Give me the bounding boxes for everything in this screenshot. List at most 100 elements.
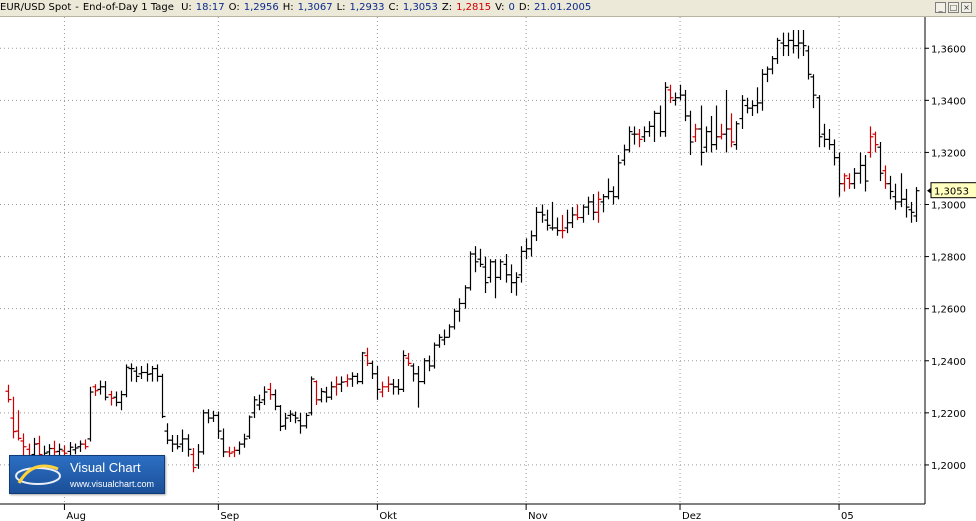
quote-field-value: 1,2933	[349, 2, 385, 13]
ohlc-bar	[431, 342, 438, 369]
visual-chart-logo[interactable]: Visual Chart www.visualchart.com	[9, 455, 165, 494]
ohlc-bar	[333, 376, 340, 396]
ohlc-bar	[662, 82, 669, 137]
logo-name: Visual Chart	[70, 460, 141, 475]
quote-field-label: Z:	[441, 2, 453, 13]
ohlc-bar	[636, 128, 643, 148]
ohlc-bar	[323, 386, 330, 403]
ohlc-bar	[82, 439, 89, 450]
ohlc-bar	[851, 168, 858, 189]
period-label: End-of-Day 1 Tage	[82, 2, 174, 13]
ohlc-bar	[102, 381, 109, 401]
ohlc-bar	[482, 256, 489, 294]
ohlc-bar	[800, 30, 807, 57]
ohlc-bar	[128, 363, 135, 382]
quote-field-value: 1,3053	[402, 2, 438, 13]
ohlc-bar	[185, 434, 192, 457]
ohlc-bar	[220, 428, 227, 458]
ohlc-bar	[728, 113, 735, 148]
ohlc-bar	[87, 386, 94, 442]
ohlc-bar	[159, 373, 166, 419]
quote-field-value: 18:17	[195, 2, 225, 13]
ohlc-bar	[677, 84, 684, 101]
price-chart[interactable]: 1,2000 1,2200 1,2400 1,2600 1,2800 1,3000 1,32…	[0, 17, 976, 521]
ohlc-bar	[610, 186, 617, 205]
ohlc-bar	[667, 84, 674, 103]
ohlc-bar	[549, 201, 556, 231]
y-tick-label: 1,2000	[931, 461, 966, 472]
ohlc-bar	[497, 259, 504, 281]
ohlc-bar	[877, 142, 884, 182]
ohlc-bar	[621, 144, 628, 166]
ohlc-bar	[595, 191, 602, 223]
ohlc-bar	[790, 30, 797, 54]
title-separator: -	[75, 2, 79, 13]
ohlc-bar	[857, 152, 864, 184]
ohlc-bar	[190, 448, 197, 473]
ohlc-bar	[405, 352, 412, 366]
ohlc-bar	[77, 440, 84, 452]
ohlc-bar	[503, 253, 510, 283]
grid-lines	[0, 17, 925, 504]
ohlc-bar	[892, 183, 899, 210]
ohlc-bar	[539, 204, 546, 223]
ohlc-bar	[164, 423, 171, 445]
maximize-icon[interactable]: □	[948, 2, 959, 13]
x-tick-label: Dez	[682, 511, 701, 521]
x-tick-label: Aug	[66, 511, 86, 521]
ohlc-bar	[826, 128, 833, 150]
close-icon[interactable]: ×	[961, 2, 972, 13]
last-price-box	[930, 182, 976, 199]
last-price-label: 1,3053	[934, 187, 969, 198]
ohlc-bar	[113, 391, 120, 407]
ohlc-bar	[708, 115, 715, 153]
ohlc-bar	[215, 411, 222, 439]
y-tick-label: 1,2400	[931, 357, 966, 368]
ohlc-bar	[318, 388, 325, 403]
ohlc-bar	[369, 360, 376, 379]
minimize-icon[interactable]: _	[935, 2, 946, 13]
ohlc-bar	[226, 446, 233, 458]
ohlc-bar	[236, 441, 243, 455]
ohlc-bar	[508, 264, 515, 294]
ohlc-bar	[785, 32, 792, 57]
ohlc-bar	[795, 30, 802, 59]
ohlc-bar	[780, 32, 787, 57]
quote-field-value: 1,2815	[456, 2, 492, 13]
ohlc-bar	[692, 123, 699, 143]
ohlc-bar	[10, 396, 17, 439]
ohlc-bar	[590, 194, 597, 221]
x-tick-label: 05	[841, 511, 854, 521]
ohlc-bar	[210, 410, 217, 422]
ohlc-bar	[887, 175, 894, 200]
ohlc-bar	[836, 152, 843, 197]
ohlc-bar	[446, 324, 453, 338]
ohlc-bar	[472, 246, 479, 273]
ohlc-bar	[282, 412, 289, 430]
quote-field-label: O:	[228, 2, 240, 13]
ohlc-bar	[698, 105, 705, 166]
ohlc-bar	[344, 374, 351, 387]
ohlc-bar	[426, 355, 433, 372]
ohlc-bar	[872, 131, 879, 153]
ohlc-bar	[20, 433, 27, 457]
x-tick-label: Sep	[220, 511, 239, 521]
quote-field-value: 0	[508, 2, 515, 13]
quote-field-label: C:	[388, 2, 399, 13]
axes: 1,2000 1,2200 1,2400 1,2600 1,2800 1,3000 1,32…	[0, 17, 976, 521]
ohlc-bar	[72, 443, 79, 455]
ohlc-bar	[251, 396, 258, 419]
ohlc-bar	[564, 209, 571, 234]
quote-field-value: 1,2956	[243, 2, 279, 13]
ohlc-bar	[774, 37, 781, 64]
ohlc-bar	[749, 100, 756, 116]
ohlc-bar	[713, 105, 720, 150]
ohlc-bar	[754, 87, 761, 114]
ohlc-bar	[626, 126, 633, 153]
ohlc-bar	[456, 298, 463, 322]
ohlc-bar	[867, 126, 874, 158]
ohlc-bar	[687, 110, 694, 156]
ohlc-bar	[759, 69, 766, 111]
ohlc-bar	[703, 126, 710, 153]
ohlc-bar	[272, 389, 279, 411]
